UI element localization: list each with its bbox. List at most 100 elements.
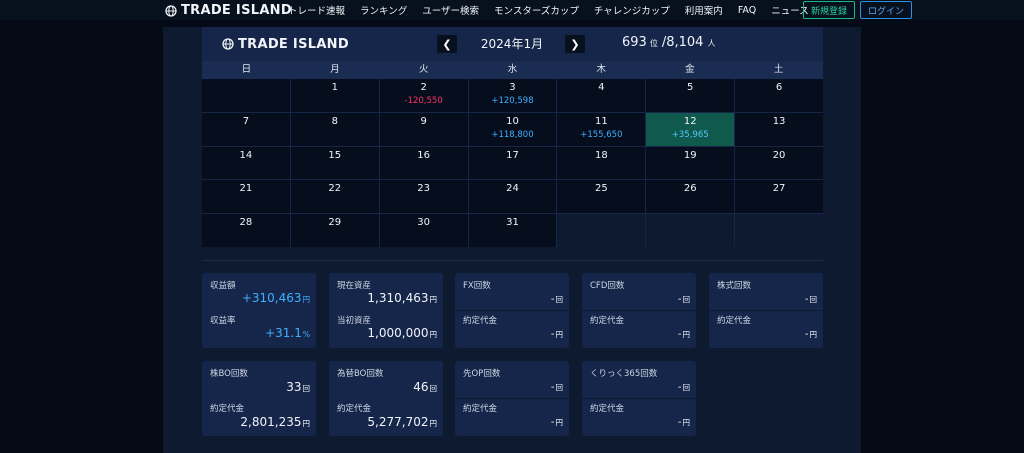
day-number: 14 [239, 149, 253, 161]
stat-value-click365-amount: -円 [677, 417, 690, 428]
day-number: 13 [772, 115, 786, 127]
day-number: 16 [417, 149, 430, 161]
nav-link-monsters-cup[interactable]: モンスターズカップ [494, 6, 579, 17]
calendar-day-16[interactable]: 16 [379, 146, 468, 180]
stat-label: 現在資産 [337, 281, 372, 291]
calendar-day-21[interactable]: 21 [202, 180, 290, 214]
calendar-day-28[interactable]: 28 [202, 214, 290, 247]
calendar-brand-name: TRADE ISLAND [238, 36, 349, 52]
stat-label: 収益率 [210, 316, 236, 326]
calendar-day-26[interactable]: 26 [646, 180, 735, 214]
calendar-day-17[interactable]: 17 [468, 146, 557, 180]
stat-card-click365: くりっく365回数 -回 約定代金 -円 [582, 361, 696, 436]
calendar-day-24[interactable]: 24 [468, 180, 557, 214]
register-button[interactable]: 新規登録 [803, 1, 855, 19]
calendar-day-23[interactable]: 23 [379, 180, 468, 214]
weekday-fri: 金 [685, 64, 695, 75]
stat-card-cfd: CFD回数 -回 約定代金 -円 [582, 273, 696, 348]
calendar-day-20[interactable]: 20 [735, 146, 823, 180]
calendar-day-1[interactable]: 1 [290, 79, 379, 112]
chevron-left-icon: ❮ [442, 37, 452, 51]
day-number: 19 [683, 149, 697, 161]
day-number: 17 [506, 149, 519, 161]
calendar-day-11[interactable]: 11 +155,650 [557, 112, 646, 146]
stat-label: 約定代金 [337, 404, 372, 414]
stat-value-cfd-amount: -円 [677, 329, 690, 340]
day-number: 24 [506, 183, 519, 195]
calendar-day-12[interactable]: 12 +35,965 [646, 112, 735, 146]
calendar-day-9[interactable]: 9 [379, 112, 468, 146]
calendar-day-29[interactable]: 29 [290, 214, 379, 247]
nav-link-challenge-cup[interactable]: チャレンジカップ [593, 6, 670, 17]
day-number: 25 [594, 183, 608, 195]
calendar-day-10[interactable]: 10 +118,800 [468, 112, 557, 146]
calendar-day-2[interactable]: 2 -120,550 [379, 79, 468, 112]
nav-link-news[interactable]: ニュース [771, 6, 809, 17]
stat-value-click365-count: -回 [677, 382, 690, 393]
calendar-day-7[interactable]: 7 [202, 112, 290, 146]
section-divider [202, 260, 823, 261]
stat-card-stock-bo: 株BO回数 33 回 約定代金 2,801,235 円 [202, 361, 316, 436]
day-number: 31 [506, 217, 519, 229]
nav-link-faq[interactable]: FAQ [737, 4, 757, 16]
stat-label: 約定代金 [717, 316, 752, 326]
card-divider [455, 310, 569, 311]
chevron-right-icon: ❯ [570, 37, 580, 51]
calendar-day-14[interactable]: 14 [202, 146, 290, 180]
calendar-brand-logo: TRADE ISLAND [222, 36, 349, 52]
stat-label: 株式回数 [717, 281, 752, 291]
weekday-header: 日 月 火 水 木 金 土 [202, 61, 823, 79]
day-number: 29 [328, 217, 342, 229]
day-number: 7 [242, 115, 250, 127]
day-number: 9 [420, 115, 427, 127]
nav-link-guide[interactable]: 利用案内 [684, 6, 723, 17]
day-number: 30 [417, 217, 430, 229]
rank-total: /8,104 [661, 35, 704, 50]
day-number: 23 [417, 183, 430, 195]
calendar-day-30[interactable]: 30 [379, 214, 468, 247]
calendar-day-19[interactable]: 19 [646, 146, 735, 180]
daily-profit: +155,650 [580, 129, 623, 140]
calendar-day-4[interactable]: 4 [557, 79, 646, 112]
rank-total-unit: 人 [707, 39, 716, 48]
stat-value-fx-bo-amount: 5,277,702 円 [367, 415, 437, 429]
stat-value-cfd-count: -回 [677, 294, 690, 305]
calendar-day-3[interactable]: 3 +120,598 [468, 79, 557, 112]
calendar-day-6[interactable]: 6 [735, 79, 823, 112]
calendar-day-18[interactable]: 18 [557, 146, 646, 180]
prev-month-button[interactable]: ❮ [437, 35, 457, 53]
stat-value-fx-amount: -円 [550, 329, 563, 340]
stat-card-assets: 現在資産 1,310,463 円 当初資産 1,000,000 円 [329, 273, 443, 348]
calendar-filler [735, 214, 823, 247]
calendar-day-31[interactable]: 31 [468, 214, 557, 247]
nav-link-ranking[interactable]: ランキング [360, 6, 408, 17]
brand-logo[interactable]: TRADE ISLAND [165, 2, 292, 19]
next-month-button[interactable]: ❯ [565, 35, 585, 53]
calendar-day-27[interactable]: 27 [735, 180, 823, 214]
stat-label: 約定代金 [463, 316, 498, 326]
nav-link-trade-news[interactable]: トレード速報 [288, 6, 346, 17]
nav-link-user-search[interactable]: ユーザー検索 [422, 6, 480, 17]
day-number: 18 [594, 149, 608, 161]
day-number: 2 [420, 82, 427, 93]
calendar-day-15[interactable]: 15 [290, 146, 379, 180]
globe-icon [165, 4, 177, 17]
weekday-tue: 火 [419, 64, 429, 75]
calendar-header [202, 27, 823, 61]
calendar-day-8[interactable]: 8 [290, 112, 379, 146]
stat-value-initial-assets: 1,000,000 円 [367, 326, 437, 340]
stat-value-current-assets: 1,310,463 円 [367, 291, 437, 305]
stat-value-profit: +310,463 円 [241, 291, 310, 305]
day-number: 26 [683, 183, 697, 195]
day-number: 21 [239, 183, 253, 195]
calendar-day-25[interactable]: 25 [557, 180, 646, 214]
day-number: 12 [683, 115, 697, 127]
weekday-wed: 水 [507, 64, 518, 75]
calendar-day-22[interactable]: 22 [290, 180, 379, 214]
card-divider [709, 310, 823, 311]
login-button[interactable]: ログイン [860, 1, 912, 19]
day-number: 27 [772, 183, 786, 195]
calendar-day-5[interactable]: 5 [646, 79, 735, 112]
stat-label: CFD回数 [590, 281, 625, 291]
calendar-day-13[interactable]: 13 [735, 112, 823, 146]
